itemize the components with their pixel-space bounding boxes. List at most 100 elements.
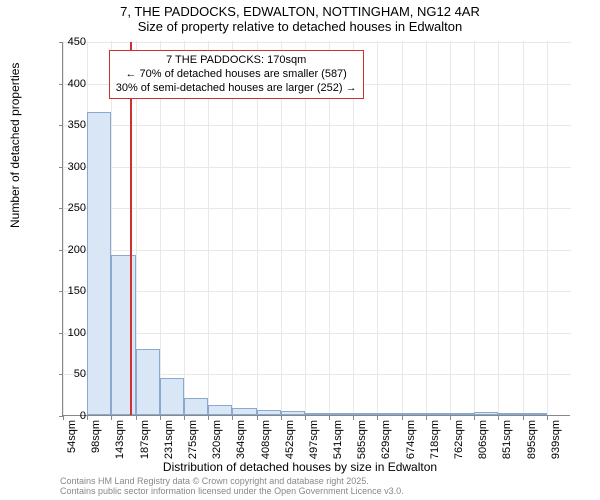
histogram-bar	[87, 112, 111, 415]
gridline-h	[63, 291, 571, 292]
x-tick-label: 939sqm	[550, 420, 562, 459]
x-tick-mark	[136, 416, 137, 420]
histogram-bar	[402, 413, 426, 415]
x-tick-label: 408sqm	[260, 420, 272, 459]
gridline-v	[498, 41, 499, 415]
histogram-bar	[523, 413, 547, 415]
annotation-line2: ← 70% of detached houses are smaller (58…	[116, 68, 357, 82]
y-tick-label: 200	[46, 244, 86, 256]
annotation-line3: 30% of semi-detached houses are larger (…	[116, 82, 357, 96]
x-tick-mark	[426, 416, 427, 420]
gridline-v	[63, 41, 64, 415]
annotation-line1: 7 THE PADDOCKS: 170sqm	[116, 54, 357, 68]
x-tick-mark	[257, 416, 258, 420]
histogram-bar	[111, 255, 135, 415]
y-tick-label: 400	[46, 78, 86, 90]
y-tick-label: 250	[46, 202, 86, 214]
histogram-bar	[329, 413, 353, 415]
x-tick-label: 718sqm	[429, 420, 441, 459]
x-tick-mark	[232, 416, 233, 420]
x-tick-mark	[160, 416, 161, 420]
chart-container: 7, THE PADDOCKS, EDWALTON, NOTTINGHAM, N…	[0, 0, 600, 500]
chart-title-line2: Size of property relative to detached ho…	[0, 19, 600, 36]
x-tick-label: 364sqm	[235, 420, 247, 459]
x-tick-mark	[450, 416, 451, 420]
histogram-bar	[474, 412, 498, 415]
gridline-v	[402, 41, 403, 415]
x-tick-label: 231sqm	[163, 420, 175, 459]
x-tick-label: 806sqm	[477, 420, 489, 459]
x-tick-mark	[377, 416, 378, 420]
y-tick-label: 300	[46, 161, 86, 173]
gridline-h	[63, 167, 571, 168]
histogram-bar	[450, 413, 474, 415]
annotation-box: 7 THE PADDOCKS: 170sqm← 70% of detached …	[109, 50, 364, 99]
x-tick-mark	[523, 416, 524, 420]
x-tick-mark	[111, 416, 112, 420]
footer-line2: Contains public sector information licen…	[60, 486, 590, 496]
x-tick-mark	[305, 416, 306, 420]
x-tick-label: 851sqm	[501, 420, 513, 459]
y-tick-label: 150	[46, 285, 86, 297]
gridline-h	[63, 125, 571, 126]
x-tick-mark	[87, 416, 88, 420]
histogram-bar	[281, 411, 305, 415]
histogram-bar	[377, 413, 401, 415]
y-axis-title: Number of detached properties	[8, 63, 22, 228]
x-tick-label: 895sqm	[526, 420, 538, 459]
x-tick-mark	[353, 416, 354, 420]
histogram-bar	[136, 349, 160, 415]
gridline-v	[474, 41, 475, 415]
histogram-bar	[160, 378, 184, 415]
histogram-bar	[305, 413, 329, 415]
x-tick-mark	[184, 416, 185, 420]
x-tick-label: 275sqm	[187, 420, 199, 459]
x-tick-label: 143sqm	[114, 420, 126, 459]
gridline-v	[523, 41, 524, 415]
histogram-bar	[208, 405, 232, 415]
gridline-v	[547, 41, 548, 415]
gridline-h	[63, 42, 571, 43]
gridline-v	[377, 41, 378, 415]
gridline-h	[63, 250, 571, 251]
x-tick-label: 187sqm	[139, 420, 151, 459]
chart-area: 7 THE PADDOCKS: 170sqm← 70% of detached …	[62, 42, 570, 416]
gridline-h	[63, 208, 571, 209]
x-tick-mark	[329, 416, 330, 420]
x-tick-mark	[208, 416, 209, 420]
x-tick-mark	[474, 416, 475, 420]
histogram-bar	[426, 413, 450, 415]
y-tick-label: 100	[46, 327, 86, 339]
x-tick-label: 320sqm	[211, 420, 223, 459]
chart-title-line1: 7, THE PADDOCKS, EDWALTON, NOTTINGHAM, N…	[0, 0, 600, 19]
histogram-bar	[184, 398, 208, 415]
y-tick-label: 50	[46, 368, 86, 380]
histogram-bar	[498, 413, 522, 415]
histogram-bar	[257, 410, 281, 415]
x-tick-mark	[498, 416, 499, 420]
x-tick-label: 629sqm	[380, 420, 392, 459]
x-tick-label: 585sqm	[356, 420, 368, 459]
y-tick-label: 350	[46, 119, 86, 131]
footer-line1: Contains HM Land Registry data © Crown c…	[60, 476, 590, 486]
x-axis-title: Distribution of detached houses by size …	[0, 460, 600, 474]
x-tick-mark	[547, 416, 548, 420]
x-tick-label: 497sqm	[308, 420, 320, 459]
histogram-bar	[232, 408, 256, 415]
gridline-h	[63, 333, 571, 334]
y-tick-label: 450	[46, 36, 86, 48]
x-tick-label: 452sqm	[284, 420, 296, 459]
x-tick-mark	[402, 416, 403, 420]
gridline-v	[426, 41, 427, 415]
y-tick-label: 0	[46, 410, 86, 422]
x-tick-label: 674sqm	[405, 420, 417, 459]
x-tick-label: 98sqm	[90, 420, 102, 453]
plot-area: 7 THE PADDOCKS: 170sqm← 70% of detached …	[62, 42, 570, 416]
attribution-footer: Contains HM Land Registry data © Crown c…	[60, 476, 590, 497]
gridline-v	[450, 41, 451, 415]
x-tick-label: 54sqm	[66, 420, 78, 453]
x-tick-label: 762sqm	[453, 420, 465, 459]
histogram-bar	[353, 413, 377, 415]
x-tick-label: 541sqm	[332, 420, 344, 459]
x-tick-mark	[281, 416, 282, 420]
